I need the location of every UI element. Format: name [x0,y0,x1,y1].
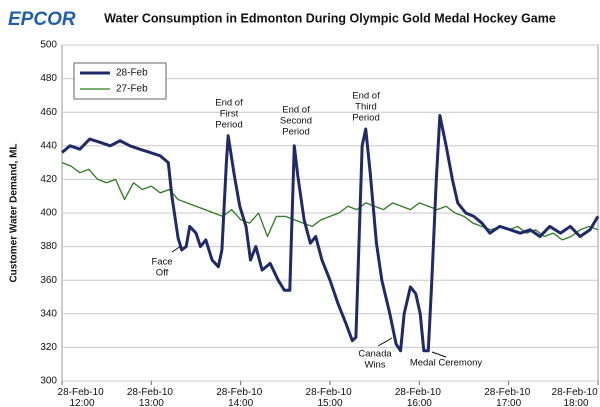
x-tick-label: 28-Feb-10 14:00 [216,387,265,407]
chart-title: Water Consumption in Edmonton During Oly… [104,11,556,25]
annotation: Face [151,257,172,268]
y-tick-label: 300 [40,376,57,387]
annotation: Medal Ceremony [410,358,483,369]
series-line [61,114,600,353]
series-line [61,161,599,241]
legend-label: 28-Feb [116,68,148,79]
x-tick-label: 28-Feb-10 18:00 [552,387,600,407]
annotation: End of [215,98,243,109]
x-tick-label: 28-Feb-10 12:00 [58,387,107,407]
legend-label: 27-Feb [116,84,148,95]
y-tick-label: 400 [40,208,57,219]
annotation: Second [280,116,312,127]
annotation: Third [355,102,377,113]
legend-box [73,62,167,100]
annotation: Off [156,268,169,279]
y-tick-label: 340 [40,308,57,319]
y-tick-label: 380 [40,241,57,252]
annotation: Period [215,120,242,131]
y-tick-label: 480 [40,73,57,84]
annotation: First [220,109,239,120]
annotation-leader [171,245,182,253]
annotation: End of [352,91,380,102]
y-axis-label: Customer Water Demand, ML [9,143,20,282]
annotation: Period [282,127,309,138]
x-tick-label: 28-Feb-10 13:00 [127,387,176,407]
x-tick-label: 28-Feb-10 15:00 [306,387,355,407]
y-tick-label: 460 [40,107,57,118]
annotation: Wins [364,360,385,371]
y-tick-label: 500 [40,40,57,51]
annotation-leader [377,337,393,347]
annotation: End of [282,105,310,116]
x-tick-label: 28-Feb-10 17:00 [484,387,533,407]
x-tick-label: 28-Feb-10 16:00 [395,387,444,407]
y-tick-label: 360 [40,275,57,286]
y-tick-label: 320 [40,342,57,353]
y-tick-label: 420 [40,174,57,185]
annotation-leader [431,351,447,358]
y-tick-label: 440 [40,140,57,151]
annotation: Canada [358,349,392,360]
annotation: Period [352,113,379,124]
logo: EPCOR [8,9,76,30]
